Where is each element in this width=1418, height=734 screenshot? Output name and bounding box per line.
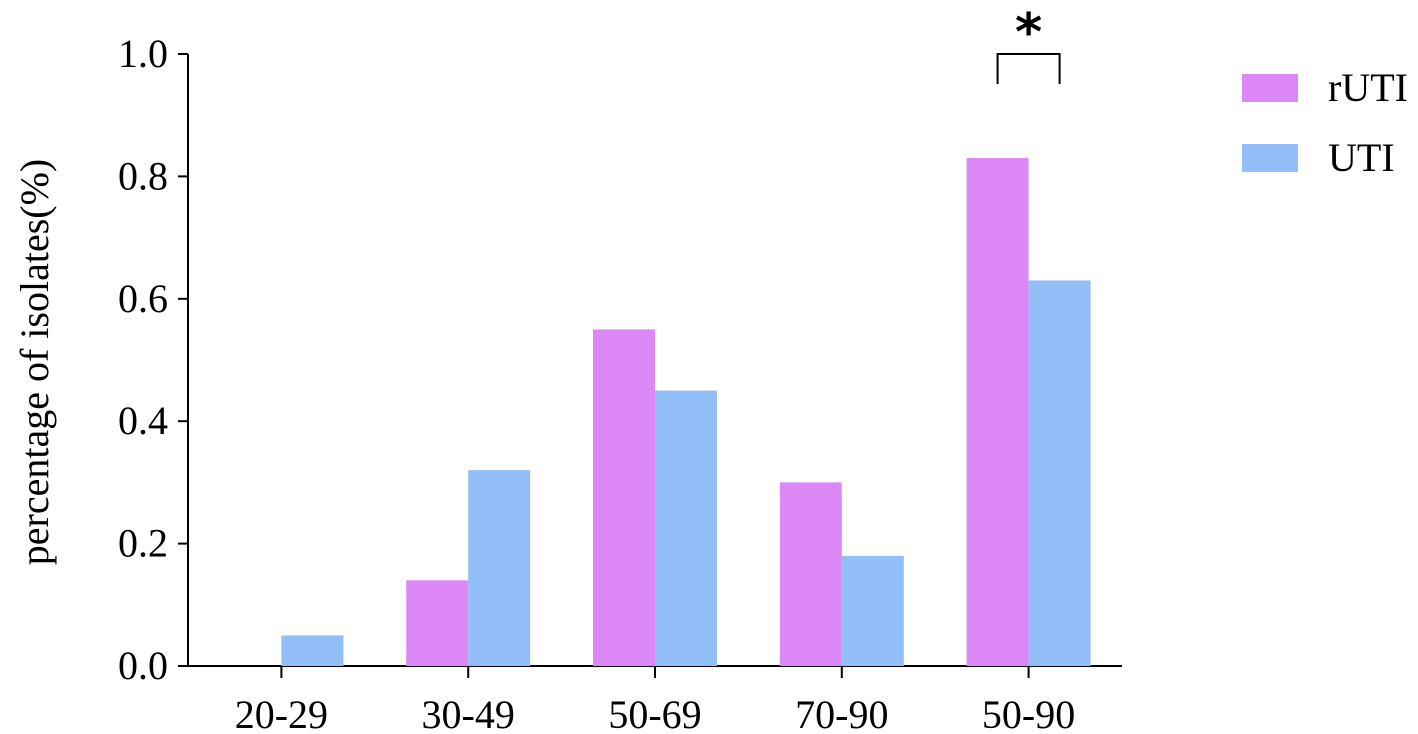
- x-tick-label: 50-69: [608, 692, 701, 734]
- legend-label-ruti: rUTI: [1328, 65, 1408, 110]
- bar-uti-70-90: [841, 555, 904, 666]
- y-tick-label: 0.8: [118, 153, 168, 198]
- y-tick-label: 0.0: [118, 643, 168, 688]
- y-tick-label: 0.4: [118, 398, 168, 443]
- legend: rUTI UTI: [1242, 65, 1408, 180]
- x-axis: 20-29 30-49 50-69 70-90 50-90: [188, 665, 1122, 734]
- x-tick-label: 20-29: [235, 692, 328, 734]
- legend-swatch-uti: [1242, 144, 1298, 172]
- y-tick-label: 0.2: [118, 521, 168, 566]
- y-axis: 0.0 0.2 0.4 0.6 0.8 1.0: [118, 31, 189, 688]
- x-tick-label: 30-49: [422, 692, 515, 734]
- bar-ruti-70-90: [779, 482, 842, 666]
- bar-ruti-50-69: [593, 329, 655, 666]
- legend-label-uti: UTI: [1328, 135, 1395, 180]
- y-tick-label: 1.0: [118, 31, 168, 76]
- bar-ruti-50-90: [966, 158, 1029, 667]
- bar-uti-50-69: [655, 390, 717, 666]
- y-axis-title: percentage of isolates(%): [12, 159, 57, 565]
- significance-annotation: *: [996, 3, 1061, 84]
- x-tick-label: 70-90: [795, 692, 888, 734]
- significance-star: *: [1015, 3, 1042, 63]
- legend-swatch-ruti: [1242, 74, 1298, 102]
- bar-ruti-30-49: [406, 580, 469, 666]
- y-tick-label: 0.6: [118, 276, 168, 321]
- significance-bracket: [996, 53, 1061, 84]
- bar-uti-20-29: [281, 635, 344, 666]
- bars: [281, 158, 1091, 667]
- bar-uti-50-90: [1028, 280, 1091, 666]
- x-tick-label: 50-90: [982, 692, 1075, 734]
- bar-uti-30-49: [468, 470, 531, 666]
